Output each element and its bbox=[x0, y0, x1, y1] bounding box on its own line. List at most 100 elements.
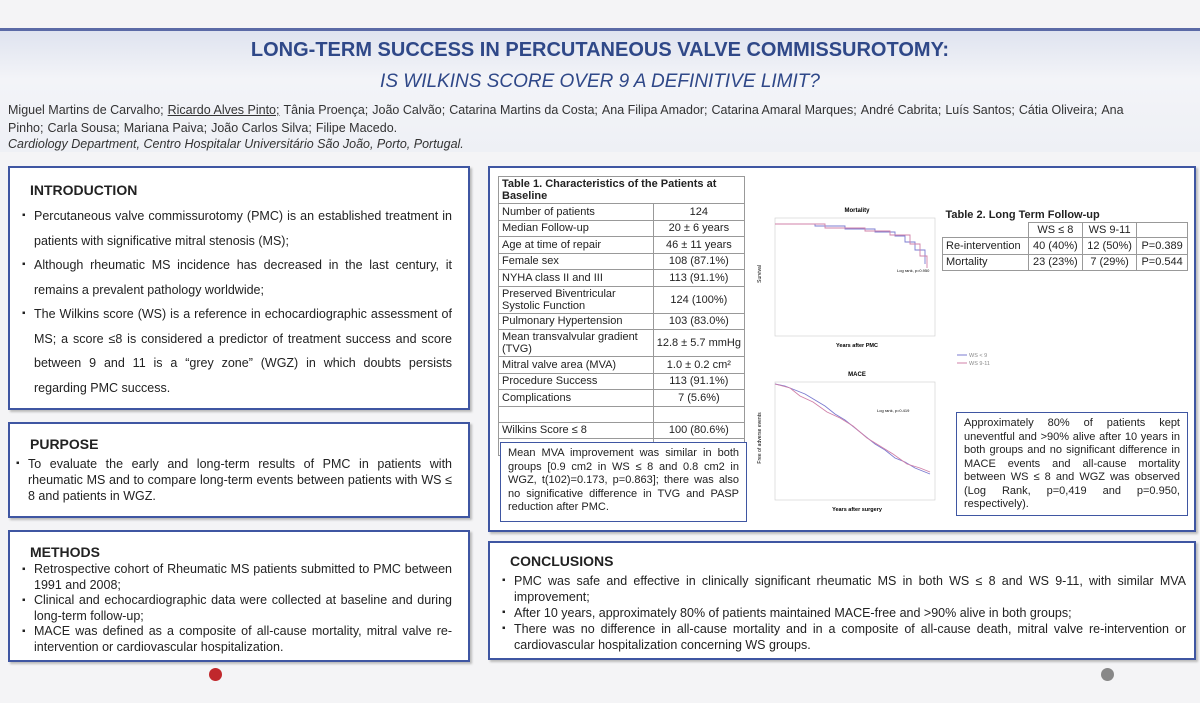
heading: INTRODUCTION bbox=[30, 182, 138, 198]
cell bbox=[943, 223, 1029, 238]
header: LONG-TERM SUCCESS IN PERCUTANEOUS VALVE … bbox=[0, 28, 1200, 152]
bullet: Although rheumatic MS incidence has decr… bbox=[16, 253, 452, 302]
row: Preserved Biventricular Systolic Functio… bbox=[498, 285, 746, 314]
cell: 113 (91.1%) bbox=[652, 372, 746, 390]
author: Mariana Paiva; bbox=[123, 121, 208, 135]
cell: 7 (5.6%) bbox=[652, 389, 746, 407]
header-cell: WS 9-11 bbox=[1081, 222, 1138, 238]
conclusions-box: CONCLUSIONS PMC was safe and effective i… bbox=[488, 541, 1196, 660]
conclusions-list: PMC was safe and effective in clinically… bbox=[496, 573, 1186, 653]
mace-chart: MACE Free of adverse events Years after … bbox=[757, 372, 936, 513]
cell: 12 (50%) bbox=[1081, 237, 1138, 255]
cell: 23 (23%) bbox=[1027, 253, 1083, 271]
bullet: To evaluate the early and long-term resu… bbox=[10, 456, 452, 504]
table1: Table 1. Characteristics of the Patients… bbox=[498, 176, 746, 456]
cell: Median Follow-up bbox=[498, 219, 654, 237]
cell: 124 bbox=[652, 203, 746, 221]
author: João Carlos Silva; bbox=[211, 121, 312, 135]
cell: NYHA class II and III bbox=[498, 269, 654, 287]
cell: Preserved Biventricular Systolic Functio… bbox=[498, 285, 654, 314]
bullet: The Wilkins score (WS) is a reference in… bbox=[16, 302, 452, 400]
author: Ana Pinho; bbox=[8, 103, 1124, 135]
bullet: After 10 years, approximately 80% of pat… bbox=[496, 605, 1186, 621]
row: Procedure Success 113 (91.1%) bbox=[498, 372, 746, 390]
plot-area bbox=[774, 217, 936, 337]
cell: 12.8 ± 5.7 mmHg bbox=[652, 329, 746, 357]
row: Wilkins Score ≤ 8 100 (80.6%) bbox=[498, 421, 746, 439]
bullet: MACE was defined as a composite of all-c… bbox=[16, 624, 452, 655]
heading: PURPOSE bbox=[30, 436, 99, 452]
page-dot bbox=[209, 668, 222, 681]
row: Number of patients 124 bbox=[498, 203, 746, 221]
mva-note: Mean MVA improvement was similar in both… bbox=[500, 442, 747, 522]
methods-list: Retrospective cohort of Rheumatic MS pat… bbox=[16, 562, 452, 655]
bullet: Percutaneous valve commissurotomy (PMC) … bbox=[16, 204, 452, 253]
mortality-chart: Mortality Survival Years after PMC Log r… bbox=[757, 208, 936, 349]
y-label: Survival bbox=[757, 265, 763, 283]
row: Median Follow-up 20 ± 6 years bbox=[498, 219, 746, 237]
cell: 40 (40%) bbox=[1027, 237, 1083, 255]
cell: Procedure Success bbox=[498, 372, 654, 390]
x-label: Years after PMC bbox=[836, 343, 878, 349]
row: Pulmonary Hypertension 103 (83.0%) bbox=[498, 312, 746, 330]
caption-row: Table 2. Long Term Follow-up bbox=[943, 208, 1188, 223]
chart-title: Mortality bbox=[844, 208, 870, 214]
cell: Mortality bbox=[942, 253, 1029, 271]
author: Tânia Proença; bbox=[283, 103, 369, 117]
author: Carla Sousa; bbox=[47, 121, 120, 135]
title: LONG-TERM SUCCESS IN PERCUTANEOUS VALVE … bbox=[250, 39, 950, 61]
intro-list: Percutaneous valve commissurotomy (PMC) … bbox=[16, 204, 452, 400]
chart-title: MACE bbox=[848, 372, 866, 378]
cell: Complications bbox=[498, 389, 654, 407]
plot-area bbox=[774, 381, 936, 501]
cell bbox=[652, 405, 746, 423]
row: Mitral valve area (MVA) 1.0 ± 0.2 cm² bbox=[498, 356, 746, 374]
author: Luís Santos; bbox=[945, 103, 1015, 117]
author: Filipe Macedo. bbox=[315, 121, 398, 135]
legend-label: WS 9-11 bbox=[969, 361, 990, 367]
bullet: Retrospective cohort of Rheumatic MS pat… bbox=[16, 562, 452, 593]
cell bbox=[498, 405, 654, 423]
table2: Table 2. Long Term Follow-up WS ≤ 8 WS 9-1… bbox=[942, 208, 1188, 271]
legend-label: WS < 9 bbox=[969, 353, 987, 359]
curve-ws911 bbox=[774, 383, 931, 473]
author: João Calvão; bbox=[372, 103, 446, 117]
author: Ricardo Alves Pinto; bbox=[167, 103, 280, 117]
row: Age at time of repair 46 ± 11 years bbox=[498, 236, 746, 254]
results-box: Table 1. Characteristics of the Patients… bbox=[488, 166, 1196, 532]
bullet: Clinical and echocardiographic data were… bbox=[16, 593, 452, 624]
table: Table 2. Long Term Follow-up WS ≤ 8 WS 9-1… bbox=[942, 208, 1188, 271]
author: Catarina Martins da Costa; bbox=[449, 103, 598, 117]
curve-ws8 bbox=[774, 383, 931, 475]
cell: 113 (91.1%) bbox=[652, 269, 746, 287]
row bbox=[498, 405, 746, 423]
cell: 7 (29%) bbox=[1081, 253, 1138, 271]
cell bbox=[1136, 222, 1188, 238]
cell: Pulmonary Hypertension bbox=[498, 312, 654, 330]
cell: 100 (80.6%) bbox=[652, 421, 746, 439]
y-label: Free of adverse events bbox=[757, 412, 763, 464]
cell: 124 (100%) bbox=[652, 285, 746, 314]
row: Mean transvalvular gradient (TVG) 12.8 ± … bbox=[498, 329, 746, 357]
row: NYHA class II and III 113 (91.1%) bbox=[498, 269, 746, 287]
note: Log rank, p=0.419 bbox=[877, 408, 910, 413]
author: Ana Filipa Amador; bbox=[601, 103, 708, 117]
cell: 1.0 ± 0.2 cm² bbox=[652, 356, 746, 374]
cell: Female sex bbox=[498, 252, 654, 270]
header-cell: WS ≤ 8 bbox=[1027, 222, 1083, 238]
introduction-box: INTRODUCTION Percutaneous valve commissu… bbox=[8, 166, 470, 410]
curve-ws911 bbox=[775, 223, 928, 268]
subtitle: IS WILKINS SCORE OVER 9 A DEFINITIVE LIM… bbox=[380, 71, 820, 92]
cell: Age at time of repair bbox=[498, 236, 654, 254]
cell: 46 ± 11 years bbox=[652, 236, 746, 254]
page-dot bbox=[1101, 668, 1114, 681]
author: Miguel Martins de Carvalho; bbox=[8, 103, 164, 117]
cell: Wilkins Score ≤ 8 bbox=[498, 421, 654, 439]
authors: Miguel Martins de Carvalho; Ricardo Alves… bbox=[8, 101, 1193, 137]
row: Complications 7 (5.6%) bbox=[498, 389, 746, 407]
x-label: Years after surgery bbox=[832, 507, 883, 513]
row: Mortality 23 (23%) 7 (29%) P=0.544 bbox=[942, 253, 1188, 271]
purpose-box: PURPOSE To evaluate the early and long-t… bbox=[8, 422, 470, 518]
caption: Table 2. Long Term Follow-up bbox=[945, 209, 1100, 221]
